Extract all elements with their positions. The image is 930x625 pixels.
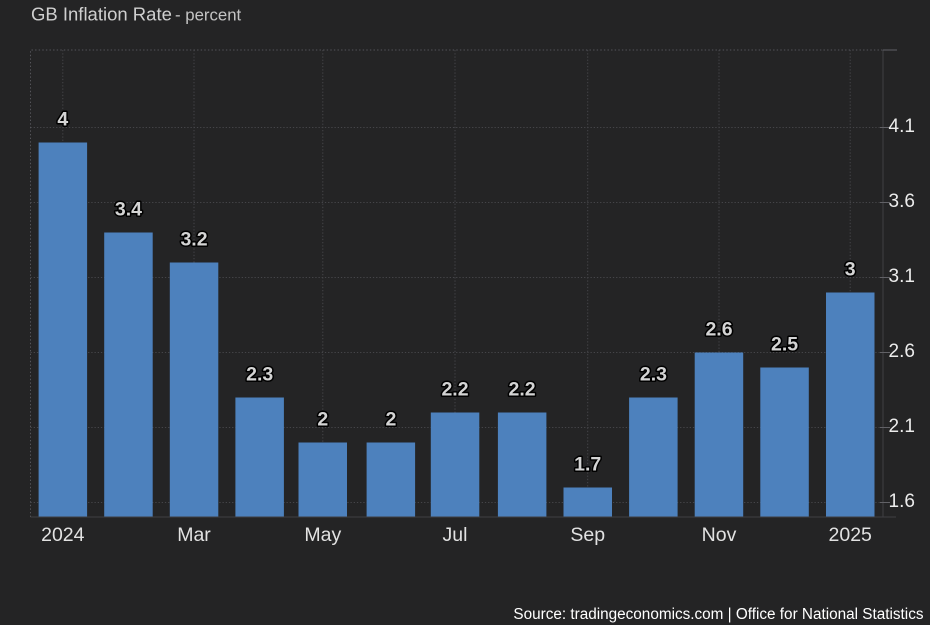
- svg-text:2.6: 2.6: [705, 319, 732, 341]
- svg-text:3.1: 3.1: [889, 266, 915, 287]
- svg-text:Mar: Mar: [177, 524, 211, 546]
- svg-text:- percent: - percent: [175, 6, 242, 25]
- svg-text:2.2: 2.2: [441, 379, 468, 401]
- svg-text:2: 2: [317, 409, 328, 431]
- svg-text:3.2: 3.2: [180, 229, 207, 251]
- svg-text:2024: 2024: [41, 524, 85, 546]
- svg-text:Jul: Jul: [443, 524, 468, 546]
- svg-text:2: 2: [385, 409, 396, 431]
- svg-text:2.3: 2.3: [640, 364, 667, 386]
- svg-text:2.2: 2.2: [509, 379, 536, 401]
- svg-text:2.3: 2.3: [246, 364, 273, 386]
- svg-text:2.1: 2.1: [889, 416, 915, 437]
- svg-text:Source: tradingeconomics.com |: Source: tradingeconomics.com | Office fo…: [513, 606, 923, 623]
- svg-text:4.1: 4.1: [889, 116, 915, 137]
- svg-text:2.6: 2.6: [889, 341, 915, 362]
- svg-text:Nov: Nov: [702, 524, 737, 546]
- svg-text:1.6: 1.6: [889, 491, 915, 512]
- svg-text:3.6: 3.6: [889, 191, 915, 212]
- svg-text:2.5: 2.5: [771, 334, 798, 356]
- svg-text:GB Inflation Rate: GB Inflation Rate: [31, 4, 172, 25]
- svg-text:4: 4: [57, 109, 68, 131]
- svg-text:May: May: [304, 524, 341, 546]
- svg-text:2025: 2025: [829, 524, 873, 546]
- svg-text:3.4: 3.4: [115, 199, 142, 221]
- svg-text:Sep: Sep: [570, 524, 605, 546]
- svg-text:1.7: 1.7: [574, 454, 601, 476]
- svg-text:3: 3: [845, 259, 856, 281]
